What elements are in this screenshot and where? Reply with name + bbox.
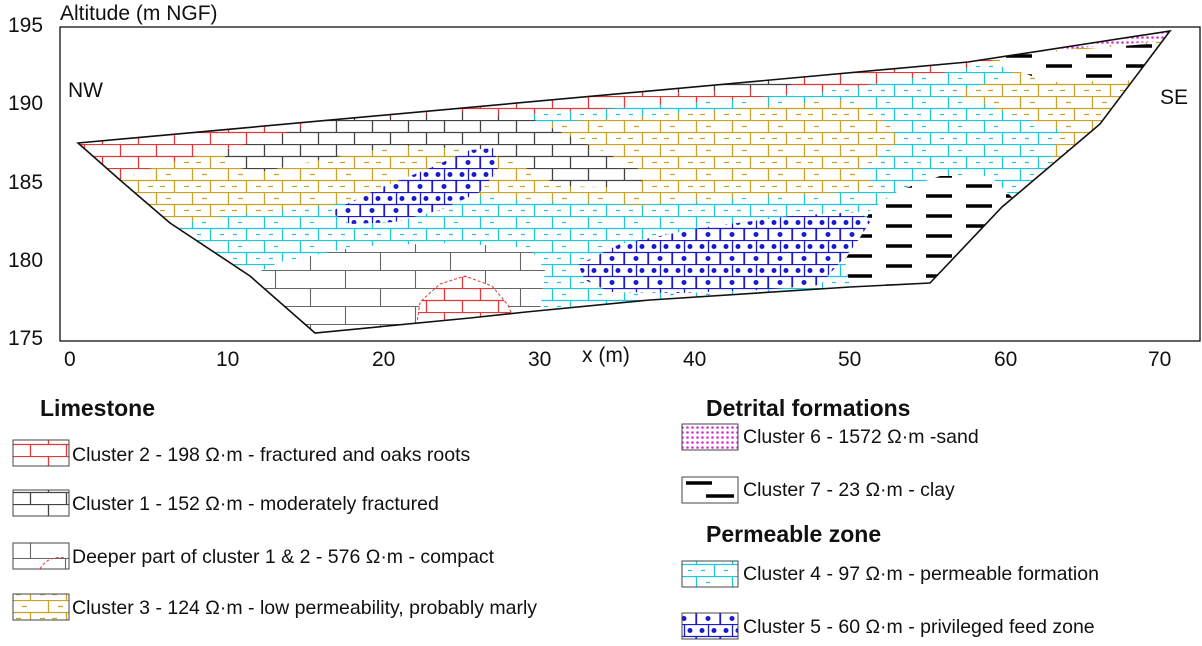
legend-item-cluster-6: Cluster 6 - 1572 Ω·m -sand <box>681 423 979 451</box>
y-tick-label: 195 <box>8 14 43 37</box>
legend-label: Cluster 3 - 124 Ω·m - low permeability, … <box>72 597 537 619</box>
y-tick-label: 175 <box>8 327 43 350</box>
legend-item-cluster-3: Cluster 3 - 124 Ω·m - low permeability, … <box>12 593 537 621</box>
cluster-7-swatch <box>681 476 739 504</box>
x-tick-label: 30 <box>528 348 551 371</box>
cluster-5-left-zone <box>330 148 498 224</box>
legend-item-cluster-4: Cluster 4 - 97 Ω·m - permeable formation <box>681 560 1099 588</box>
legend-label: Cluster 2 - 198 Ω·m - fractured and oaks… <box>72 444 470 466</box>
legend-label: Cluster 1 - 152 Ω·m - moderately fractur… <box>72 493 439 515</box>
legend-label: Cluster 6 - 1572 Ω·m -sand <box>743 426 979 448</box>
x-tick-label: 50 <box>838 348 861 371</box>
x-tick-label: 70 <box>1148 348 1171 371</box>
plot-frame <box>59 26 1201 342</box>
cluster-2-swatch <box>12 439 70 467</box>
cluster-4-swatch <box>681 560 739 588</box>
compact-swatch <box>12 542 70 570</box>
y-tick-label: 190 <box>8 92 43 115</box>
clay-dashes <box>686 481 734 498</box>
legend-label: Cluster 7 - 23 Ω·m - clay <box>743 479 955 501</box>
x-tick-label: 40 <box>683 348 706 371</box>
legend-item-cluster-7: Cluster 7 - 23 Ω·m - clay <box>681 476 955 504</box>
x-tick-label: 20 <box>372 348 395 371</box>
x-tick-label: 10 <box>216 348 239 371</box>
legend-label: Cluster 5 - 60 Ω·m - privileged feed zon… <box>743 616 1095 638</box>
cluster-3-swatch <box>12 593 70 621</box>
legend: Limestone Cluster 2 - 198 Ω·m - fracture… <box>12 395 1099 640</box>
compact-pocket-mark <box>39 557 67 570</box>
legend-item-cluster-1: Cluster 1 - 152 Ω·m - moderately fractur… <box>12 489 439 517</box>
x-tick-label: 0 <box>64 348 76 371</box>
section-outline <box>76 29 1172 334</box>
cluster-7-lower-zone <box>845 176 1015 287</box>
cluster-3-zone <box>78 31 1170 225</box>
cluster-5-swatch <box>681 612 739 640</box>
nw-direction-label: NW <box>68 79 103 102</box>
y-axis-title: Altitude (m NGF) <box>60 2 218 25</box>
cluster-1-zone <box>225 112 645 188</box>
legend-item-cluster-5: Cluster 5 - 60 Ω·m - privileged feed zon… <box>681 612 1095 640</box>
x-axis-title: x (m) <box>582 344 630 367</box>
legend-heading-permeable: Permeable zone <box>706 521 881 547</box>
cluster-5-right-zone <box>578 212 870 293</box>
cluster-1-swatch <box>12 489 70 517</box>
x-axis-ticks: 0 10 20 30 40 50 60 70 <box>64 348 1171 371</box>
legend-heading-detrital: Detrital formations <box>706 395 910 421</box>
y-axis-ticks: 195 190 185 180 175 <box>8 14 43 350</box>
cross-section <box>59 26 1201 342</box>
cluster-7-upper-zone <box>1000 42 1170 82</box>
x-tick-label: 60 <box>994 348 1017 371</box>
legend-item-cluster-2: Cluster 2 - 198 Ω·m - fractured and oaks… <box>12 439 470 467</box>
legend-label: Cluster 4 - 97 Ω·m - permeable formation <box>743 563 1099 585</box>
y-tick-label: 185 <box>8 171 43 194</box>
se-direction-label: SE <box>1160 86 1188 109</box>
legend-item-compact: Deeper part of cluster 1 & 2 - 576 Ω·m -… <box>12 542 495 570</box>
cluster-4-upper-zone <box>820 60 1060 190</box>
legend-heading-limestone: Limestone <box>40 395 155 421</box>
y-tick-label: 180 <box>8 249 43 272</box>
legend-label: Deeper part of cluster 1 & 2 - 576 Ω·m -… <box>72 546 495 568</box>
cluster-6-swatch <box>681 423 739 451</box>
